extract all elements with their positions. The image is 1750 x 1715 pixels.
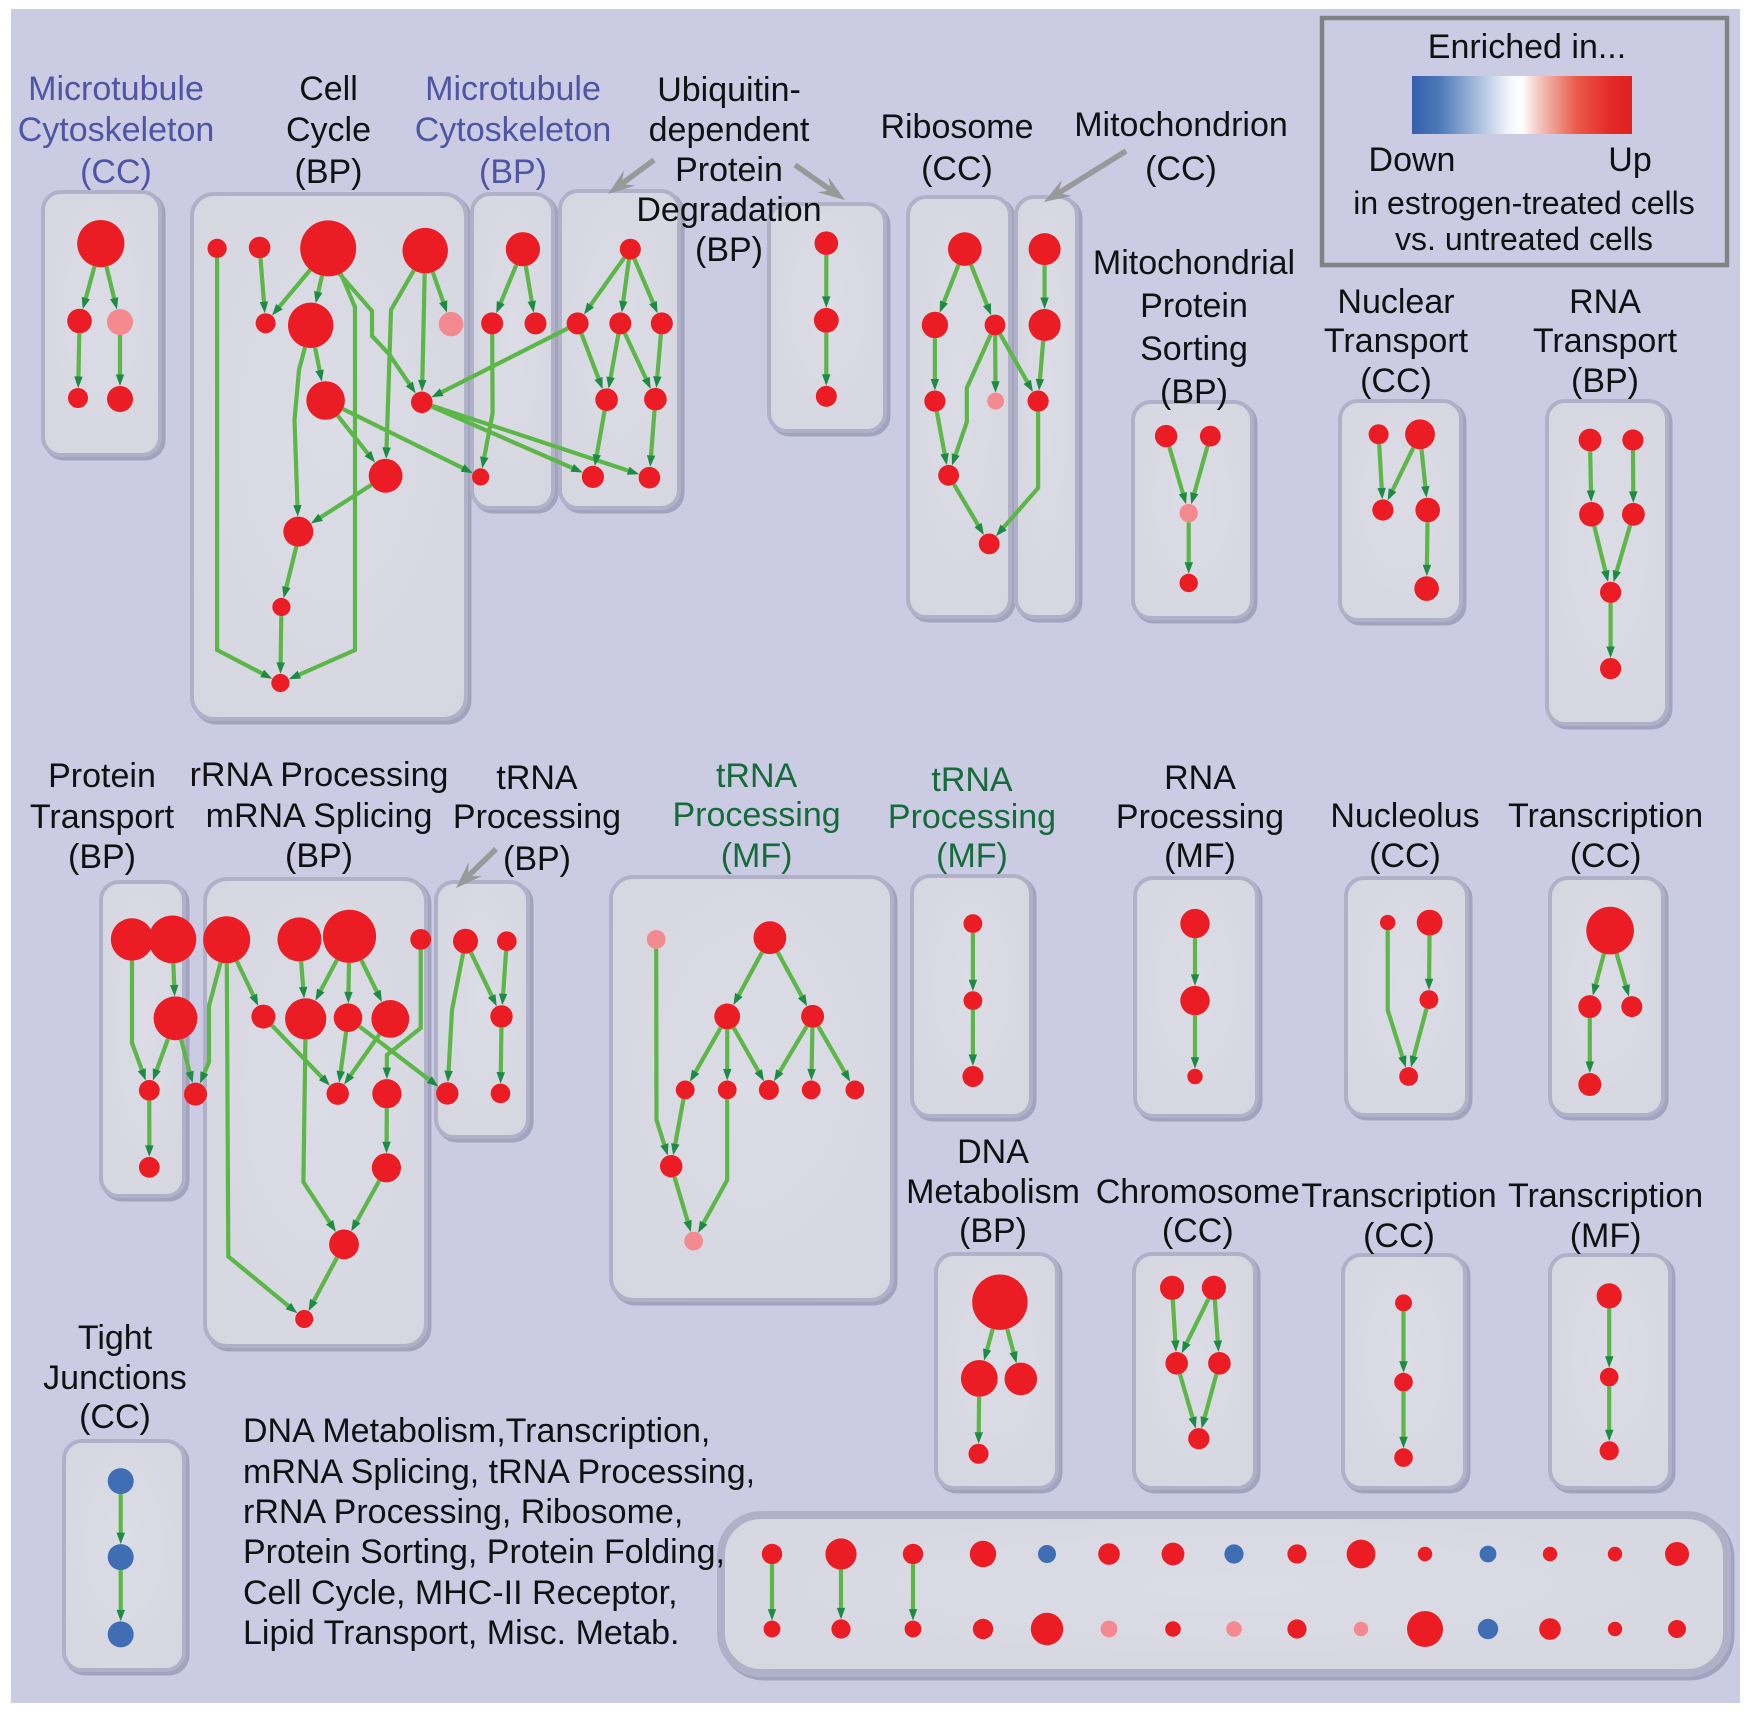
- svg-text:(CC): (CC): [80, 153, 152, 191]
- svg-text:Junctions: Junctions: [43, 1359, 187, 1397]
- svg-text:Protein Sorting, Protein Foldi: Protein Sorting, Protein Folding,: [243, 1533, 725, 1571]
- svg-text:RNA: RNA: [1569, 283, 1641, 321]
- svg-text:(BP): (BP): [295, 153, 363, 191]
- svg-text:(MF): (MF): [936, 837, 1008, 875]
- svg-text:(MF): (MF): [1164, 837, 1236, 875]
- svg-text:(BP): (BP): [479, 153, 547, 191]
- svg-text:Cell: Cell: [299, 70, 358, 108]
- svg-text:(BP): (BP): [1571, 362, 1639, 400]
- svg-text:Ubiquitin-: Ubiquitin-: [657, 71, 801, 109]
- svg-text:Microtubule: Microtubule: [425, 70, 601, 108]
- svg-text:in estrogen-treated cells: in estrogen-treated cells: [1353, 185, 1695, 221]
- svg-text:Processing: Processing: [453, 798, 621, 836]
- svg-text:Cycle: Cycle: [286, 111, 371, 149]
- svg-text:(CC): (CC): [1162, 1212, 1234, 1250]
- svg-text:Sorting: Sorting: [1140, 330, 1248, 368]
- svg-text:(BP): (BP): [285, 837, 353, 875]
- svg-text:Mitochondrion: Mitochondrion: [1074, 106, 1288, 144]
- svg-text:Transcription: Transcription: [1508, 797, 1703, 835]
- svg-text:Processing: Processing: [1116, 798, 1284, 836]
- svg-text:(CC): (CC): [79, 1398, 151, 1436]
- svg-text:dependent: dependent: [649, 111, 810, 149]
- svg-text:Transport: Transport: [1324, 322, 1469, 360]
- svg-text:Chromosome: Chromosome: [1096, 1173, 1300, 1211]
- svg-text:(CC): (CC): [1360, 362, 1432, 400]
- svg-text:(MF): (MF): [1570, 1217, 1642, 1255]
- svg-text:mRNA Splicing, tRNA Processing: mRNA Splicing, tRNA Processing,: [243, 1453, 755, 1491]
- svg-text:Nucleolus: Nucleolus: [1330, 797, 1479, 835]
- svg-text:tRNA: tRNA: [716, 757, 798, 795]
- svg-text:Tight: Tight: [78, 1319, 153, 1357]
- svg-text:(BP): (BP): [1160, 373, 1228, 411]
- svg-text:(CC): (CC): [1570, 837, 1642, 875]
- svg-text:RNA: RNA: [1164, 759, 1236, 797]
- svg-text:Cytoskeleton: Cytoskeleton: [18, 111, 215, 149]
- svg-text:Processing: Processing: [888, 798, 1056, 836]
- svg-text:Cell Cycle, MHC-II Receptor,: Cell Cycle, MHC-II Receptor,: [243, 1574, 678, 1612]
- svg-text:Lipid Transport, Misc. Metab.: Lipid Transport, Misc. Metab.: [243, 1614, 680, 1652]
- svg-text:Microtubule: Microtubule: [28, 70, 204, 108]
- svg-text:Metabolism: Metabolism: [906, 1173, 1080, 1211]
- svg-text:vs. untreated cells: vs. untreated cells: [1395, 221, 1653, 257]
- svg-text:(CC): (CC): [921, 150, 993, 188]
- svg-text:Mitochondrial: Mitochondrial: [1093, 244, 1295, 282]
- svg-text:Degradation: Degradation: [636, 191, 821, 229]
- svg-text:Processing: Processing: [672, 796, 840, 834]
- svg-text:tRNA: tRNA: [931, 761, 1013, 799]
- svg-text:Cytoskeleton: Cytoskeleton: [415, 111, 612, 149]
- svg-text:DNA Metabolism,Transcription,: DNA Metabolism,Transcription,: [243, 1412, 710, 1450]
- svg-text:Enriched in...: Enriched in...: [1428, 28, 1626, 66]
- svg-text:Protein: Protein: [1140, 287, 1248, 325]
- svg-text:rRNA Processing, Ribosome,: rRNA Processing, Ribosome,: [243, 1493, 683, 1531]
- svg-text:rRNA Processing: rRNA Processing: [190, 756, 449, 794]
- svg-text:Down: Down: [1369, 141, 1456, 179]
- svg-text:Up: Up: [1608, 141, 1651, 179]
- svg-text:(BP): (BP): [503, 840, 571, 878]
- svg-text:(MF): (MF): [721, 837, 793, 875]
- svg-text:(BP): (BP): [695, 231, 763, 269]
- svg-text:(CC): (CC): [1145, 150, 1217, 188]
- svg-text:(BP): (BP): [68, 838, 136, 876]
- svg-text:mRNA Splicing: mRNA Splicing: [206, 797, 433, 835]
- svg-text:Protein: Protein: [675, 151, 783, 189]
- svg-text:Transcription: Transcription: [1301, 1177, 1496, 1215]
- svg-text:Nuclear: Nuclear: [1337, 283, 1454, 321]
- svg-text:tRNA: tRNA: [496, 759, 578, 797]
- svg-text:Protein: Protein: [48, 757, 156, 795]
- svg-text:Transport: Transport: [30, 798, 175, 836]
- svg-text:Transport: Transport: [1533, 322, 1678, 360]
- svg-text:(CC): (CC): [1363, 1217, 1435, 1255]
- svg-text:DNA: DNA: [957, 1133, 1029, 1171]
- svg-text:(BP): (BP): [959, 1212, 1027, 1250]
- svg-text:Ribosome: Ribosome: [880, 108, 1033, 146]
- svg-text:Transcription: Transcription: [1508, 1177, 1703, 1215]
- svg-text:(CC): (CC): [1369, 837, 1441, 875]
